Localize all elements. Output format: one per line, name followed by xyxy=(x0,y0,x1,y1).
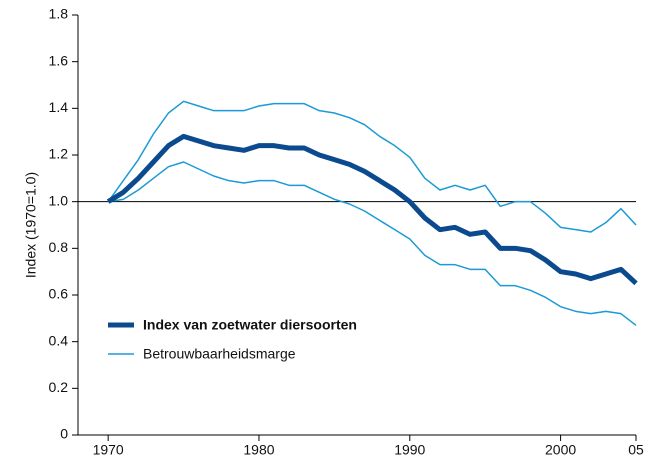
y-tick-label: 0.6 xyxy=(49,286,69,302)
x-tick-label: 05 xyxy=(628,442,644,458)
y-tick-label: 1.4 xyxy=(49,99,69,115)
y-tick-label: 1.8 xyxy=(49,6,69,22)
y-tick-label: 0.4 xyxy=(49,332,69,348)
x-tick-label: 1980 xyxy=(243,442,274,458)
y-tick-label: 1.0 xyxy=(49,192,69,208)
legend-label: Betrouwbaarheidsmarge xyxy=(143,346,296,362)
x-tick-label: 1990 xyxy=(394,442,425,458)
y-tick-label: 1.6 xyxy=(49,52,69,68)
x-tick-label: 2000 xyxy=(545,442,576,458)
index-line xyxy=(106,133,638,286)
band-lower xyxy=(108,161,637,326)
legend-label: Index van zoetwater diersoorten xyxy=(143,317,357,333)
y-tick-label: 1.2 xyxy=(49,146,69,162)
x-tick-label: 1970 xyxy=(93,442,124,458)
y-tick-label: 0 xyxy=(60,426,68,442)
band-upper xyxy=(107,100,637,233)
y-tick-label: 0.8 xyxy=(49,239,69,255)
y-tick-label: 0.2 xyxy=(49,379,69,395)
y-axis-label: Index (1970=1.0) xyxy=(23,172,39,278)
